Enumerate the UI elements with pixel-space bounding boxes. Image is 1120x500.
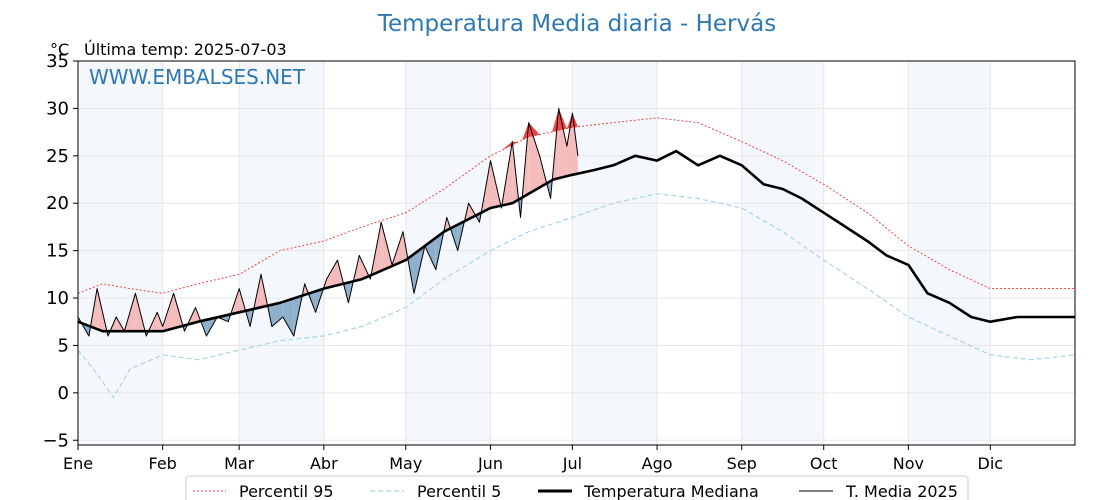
anomaly-fill-extreme (528, 122, 540, 137)
anomaly-fill-extreme (501, 141, 513, 151)
x-tick-label: Dic (978, 454, 1004, 473)
y-tick-label: 35 (46, 51, 69, 72)
x-tick-label: Feb (149, 454, 177, 473)
series-line-t-media-2025 (77, 107, 579, 337)
legend-label-percentil-95: Percentil 95 (239, 482, 334, 500)
anomaly-fill-above (566, 113, 573, 177)
x-axis: Ene Feb Mar Abr May Jun Jul Ago Sep Oct Nov Dic (63, 445, 1003, 473)
y-tick-label: 30 (46, 98, 69, 119)
x-tick-label: Sep (727, 454, 757, 473)
y-tick-label: 5 (58, 335, 69, 356)
legend-label-percentil-5: Percentil 5 (417, 482, 501, 500)
x-tick-label: Nov (893, 454, 924, 473)
legend-label-media-2025: T. Media 2025 (845, 482, 958, 500)
month-band (78, 61, 163, 445)
series-lines (77, 107, 1076, 399)
y-tick-label: 25 (46, 146, 69, 167)
x-tick-label: Ene (63, 454, 93, 473)
x-tick-label: Abr (310, 454, 338, 473)
legend-label-mediana: Temperatura Mediana (583, 482, 759, 500)
anomaly-fill-above (528, 122, 540, 194)
anomaly-fill-below (282, 298, 294, 336)
y-tick-label: 15 (46, 241, 69, 262)
chart-title: Temperatura Media diaria - Hervás (377, 11, 776, 37)
y-tick-label: 20 (46, 193, 69, 214)
month-band (239, 61, 324, 445)
plot-frame (77, 60, 1076, 446)
anomaly-fill-above (326, 260, 338, 288)
month-band (741, 61, 824, 445)
legend: Percentil 95 Percentil 5 Temperatura Med… (185, 475, 969, 500)
anomaly-fill-below (271, 301, 283, 327)
month-bands (78, 61, 991, 445)
y-tick-label: 10 (46, 288, 69, 309)
x-tick-label: Oct (810, 454, 838, 473)
last-temp-label: Última temp: 2025-07-03 (84, 40, 287, 59)
series-line-temperatura-mediana (77, 149, 1075, 333)
y-axis: −5 0 5 10 15 20 25 30 35 (42, 51, 78, 451)
y-tick-label: −5 (42, 430, 69, 451)
x-tick-label: Jul (562, 454, 582, 473)
series-line-percentil-95 (77, 117, 1075, 294)
x-tick-label: May (389, 454, 422, 473)
month-band (572, 61, 658, 445)
series-line-percentil-5 (77, 193, 1076, 399)
month-band (908, 61, 991, 445)
y-tick-label: 0 (58, 383, 69, 404)
x-tick-label: Ago (642, 454, 673, 473)
anomaly-fill-above (572, 113, 578, 175)
y-unit-label: °C (50, 40, 69, 59)
anomaly-fill-below (424, 237, 436, 270)
watermark: WWW.EMBALSES.NET (89, 65, 306, 89)
anomaly-fill-extreme (558, 108, 567, 131)
x-tick-label: Jun (477, 454, 503, 473)
anomaly-fill-extreme (566, 113, 573, 129)
x-tick-label: Mar (224, 454, 255, 473)
legend-box (185, 475, 969, 500)
